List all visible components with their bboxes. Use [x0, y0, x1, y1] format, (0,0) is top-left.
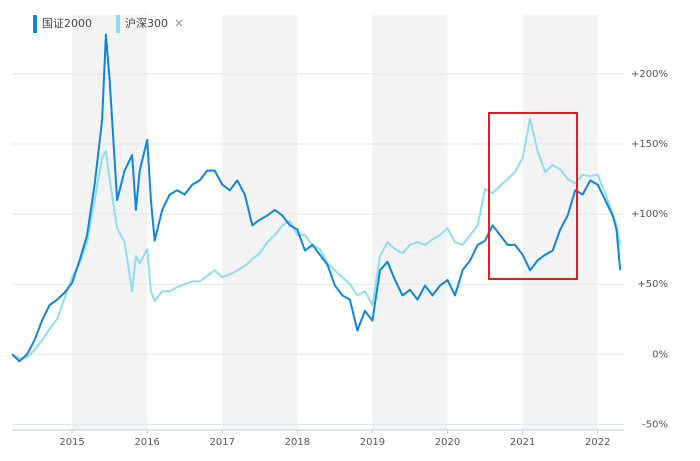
highlight-box	[488, 112, 578, 280]
legend-label[interactable]: 沪深300	[125, 16, 168, 30]
legend-swatch	[116, 15, 120, 33]
y-tick-label: 0%	[652, 349, 668, 360]
x-tick-label: 2017	[210, 437, 235, 448]
x-tick-label: 2020	[435, 437, 460, 448]
y-tick-label: +150%	[631, 139, 668, 150]
x-tick-label: 2016	[134, 437, 159, 448]
y-tick-label: +200%	[631, 69, 668, 80]
series-line	[11, 33, 622, 363]
x-tick-label: 2019	[360, 437, 385, 448]
series-line	[11, 117, 622, 360]
x-tick-label: 2022	[585, 437, 610, 448]
legend: 国证2000 沪深300	[33, 15, 183, 33]
y-tick-label: +50%	[637, 279, 668, 290]
y-tick-label: -50%	[642, 419, 668, 430]
x-tick-label: 2021	[510, 437, 535, 448]
y-tick-label: +100%	[631, 209, 668, 220]
close-icon[interactable]	[175, 19, 183, 27]
x-tick-label: 2018	[285, 437, 310, 448]
year-band	[522, 15, 598, 430]
year-band	[372, 15, 448, 430]
x-tick-label: 2015	[59, 437, 84, 448]
legend-label[interactable]: 国证2000	[42, 17, 92, 30]
year-bands	[72, 15, 598, 430]
year-band	[222, 15, 298, 430]
lines	[11, 33, 622, 363]
legend-swatch	[33, 15, 37, 33]
